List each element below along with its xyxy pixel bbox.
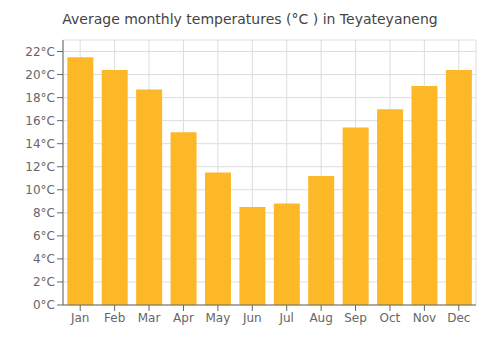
svg-text:14°C: 14°C	[25, 137, 55, 151]
svg-text:Apr: Apr	[173, 311, 194, 325]
svg-text:Feb: Feb	[104, 311, 125, 325]
svg-text:Jul: Jul	[278, 311, 293, 325]
svg-text:16°C: 16°C	[25, 114, 55, 128]
svg-text:Oct: Oct	[380, 311, 401, 325]
svg-text:Aug: Aug	[309, 311, 332, 325]
svg-text:Jan: Jan	[70, 311, 90, 325]
svg-text:Jun: Jun	[242, 311, 262, 325]
svg-text:2°C: 2°C	[33, 275, 55, 289]
svg-text:18°C: 18°C	[25, 91, 55, 105]
svg-text:May: May	[205, 311, 230, 325]
svg-text:8°C: 8°C	[33, 206, 55, 220]
svg-text:Nov: Nov	[413, 311, 436, 325]
svg-text:6°C: 6°C	[33, 229, 55, 243]
svg-text:4°C: 4°C	[33, 252, 55, 266]
svg-text:Dec: Dec	[447, 311, 470, 325]
svg-text:Sep: Sep	[344, 311, 367, 325]
svg-text:0°C: 0°C	[33, 298, 55, 312]
svg-text:20°C: 20°C	[25, 68, 55, 82]
svg-text:22°C: 22°C	[25, 45, 55, 59]
svg-text:10°C: 10°C	[25, 183, 55, 197]
html-text:Average monthly temperatures (: Average monthly temperatures (°C ) in Te…	[62, 11, 438, 27]
svg-text:12°C: 12°C	[25, 160, 55, 174]
svg-text:Mar: Mar	[138, 311, 161, 325]
